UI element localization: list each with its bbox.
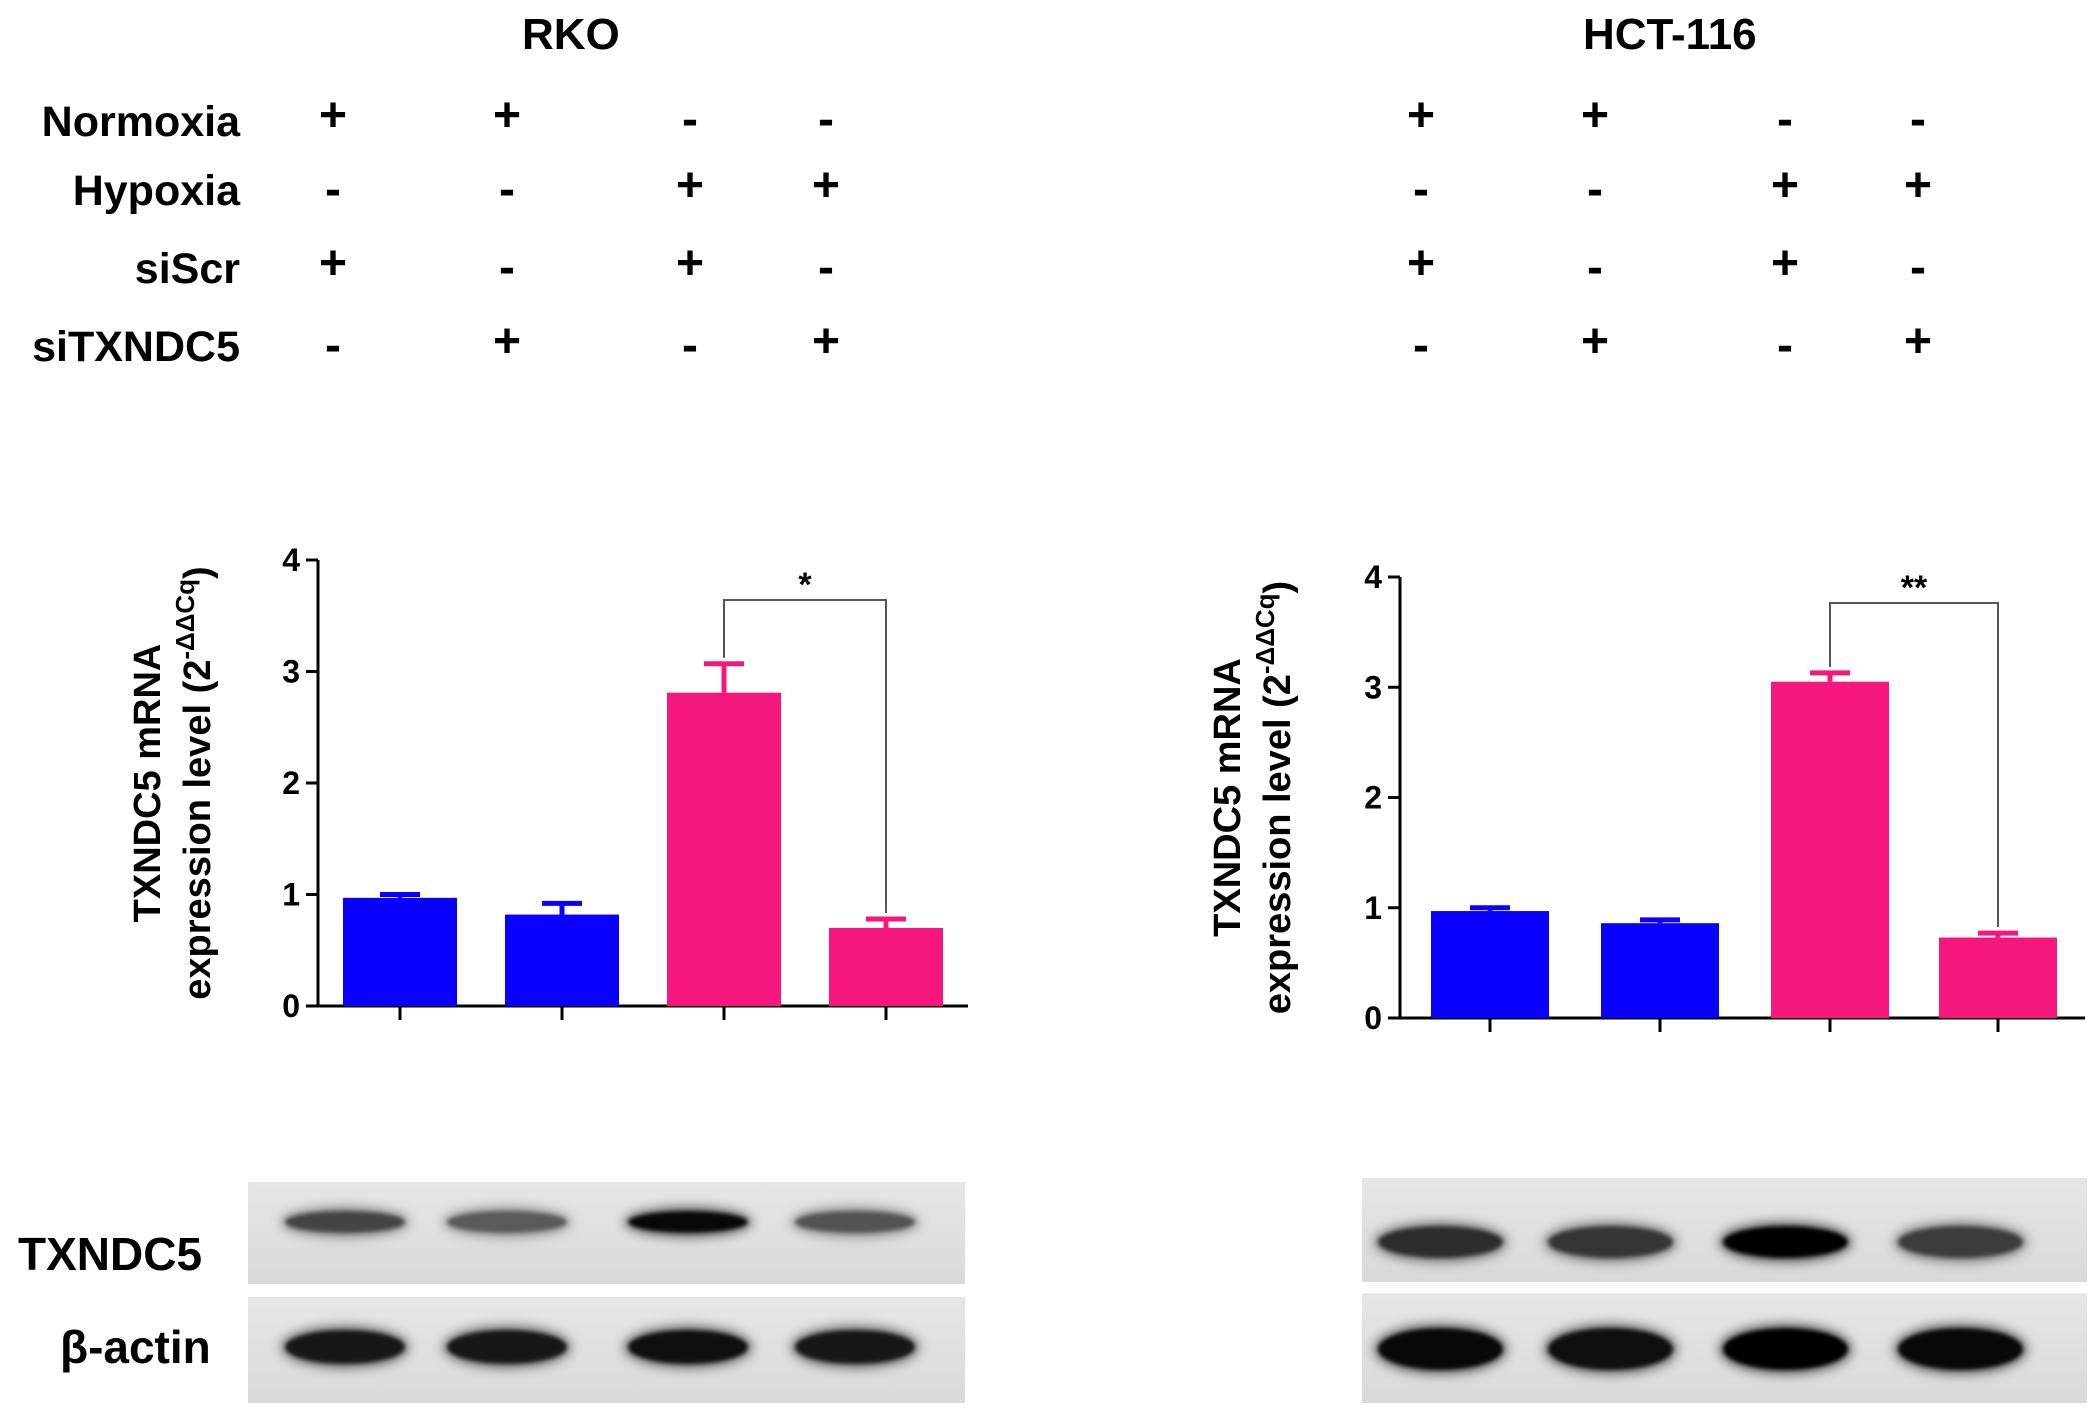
- condition-symbol-sitxndc5-hct116-1: -: [1413, 319, 1429, 372]
- condition-symbol-sitxndc5-hct116-4: +: [1903, 315, 1933, 368]
- y-label-line1: TXNDC5 mRNA: [127, 644, 169, 923]
- blot-band-lane-2: [1547, 1328, 1673, 1370]
- blot-label-beta-actin: β-actin: [60, 1321, 211, 1373]
- y-label-close: ): [177, 566, 219, 579]
- significance-label: **: [1901, 569, 1928, 607]
- bar-2: [505, 914, 619, 1006]
- condition-symbol-hypoxia-hct116-2: -: [1587, 163, 1603, 216]
- bar-1: [1431, 911, 1549, 1018]
- condition-symbol-normoxia-rko-2: +: [492, 89, 522, 142]
- blot-band-lane-2: [447, 1330, 567, 1364]
- y-label-close: ): [1257, 581, 1299, 594]
- blot-strip-rko-beta-actin: [248, 1297, 965, 1403]
- significance-bracket: [1829, 602, 1999, 928]
- condition-symbol-hypoxia-hct116-3: +: [1770, 159, 1800, 212]
- condition-symbol-siscr-rko-4: -: [818, 241, 834, 294]
- blot-label-txndc5: TXNDC5: [18, 1228, 203, 1280]
- blot-band-lane-1: [1377, 1328, 1503, 1370]
- y-label-superscript: -ΔΔCq: [1250, 593, 1280, 674]
- y-tick-label: 4: [1364, 559, 1382, 595]
- y-tick-label: 1: [282, 877, 300, 913]
- y-label-line2: expression level (2-ΔΔCq): [1250, 581, 1299, 1014]
- condition-symbol-siscr-hct116-3: +: [1770, 237, 1800, 290]
- blot-band-lane-4: [795, 1211, 915, 1233]
- condition-symbol-hypoxia-rko-2: -: [499, 163, 515, 216]
- condition-symbol-normoxia-rko-3: -: [682, 93, 698, 146]
- blot-strip-hct116-txndc5: [1362, 1178, 2087, 1282]
- condition-symbol-sitxndc5-hct116-3: -: [1777, 319, 1793, 372]
- condition-symbol-sitxndc5-hct116-2: +: [1580, 315, 1610, 368]
- bar-2: [1601, 923, 1719, 1018]
- panel-title-rko: RKO: [522, 10, 620, 59]
- condition-symbol-sitxndc5-rko-2: +: [492, 315, 522, 368]
- chart-hct116: 0 1 2 3 4 ** TXNDC5 mRNA expression level (2-ΔΔ…: [1207, 559, 2085, 1036]
- condition-symbol-sitxndc5-rko-3: -: [682, 319, 698, 372]
- condition-symbol-sitxndc5-rko-4: +: [811, 315, 841, 368]
- y-label-superscript: -ΔΔCq: [170, 579, 200, 660]
- blot-band-lane-1: [285, 1330, 405, 1364]
- condition-symbol-normoxia-rko-1: +: [318, 89, 348, 142]
- condition-label-siscr: siScr: [134, 245, 240, 293]
- blot-band-lane-3: [628, 1211, 748, 1233]
- blot-band-lane-2: [447, 1211, 567, 1233]
- condition-symbol-sitxndc5-rko-1: -: [325, 319, 341, 372]
- condition-symbol-siscr-rko-3: +: [675, 237, 705, 290]
- y-label-line1: TXNDC5 mRNA: [1207, 658, 1249, 937]
- condition-symbol-siscr-hct116-4: -: [1910, 241, 1926, 294]
- condition-symbol-normoxia-rko-4: -: [818, 93, 834, 146]
- significance-bracket: [723, 599, 887, 914]
- condition-symbol-siscr-rko-1: +: [318, 237, 348, 290]
- condition-symbol-siscr-hct116-2: -: [1587, 241, 1603, 294]
- condition-symbol-normoxia-hct116-1: +: [1406, 89, 1436, 142]
- blot-band-lane-2: [1547, 1226, 1673, 1258]
- y-label-main: expression level (2: [1257, 674, 1299, 1014]
- condition-symbol-siscr-hct116-1: +: [1406, 237, 1436, 290]
- condition-symbol-normoxia-hct116-4: -: [1910, 93, 1926, 146]
- blot-band-lane-3: [1722, 1226, 1848, 1258]
- condition-symbol-normoxia-hct116-3: -: [1777, 93, 1793, 146]
- chart-rko: 0 1 2 3 4 * TXNDC5 mRNA expression level (2-ΔΔC…: [127, 542, 968, 1024]
- panel-title-hct116: HCT-116: [1583, 10, 1757, 59]
- condition-label-hypoxia: Hypoxia: [72, 167, 240, 215]
- y-axis-title: TXNDC5 mRNA expression level (2-ΔΔCq): [1207, 581, 1299, 1014]
- bar-4: [1939, 937, 2057, 1018]
- y-tick-label: 1: [1364, 890, 1382, 926]
- blot-band-lane-4: [795, 1330, 915, 1364]
- condition-symbol-hypoxia-rko-4: +: [811, 159, 841, 212]
- condition-symbol-hypoxia-hct116-1: -: [1413, 163, 1429, 216]
- bar-3: [1771, 681, 1889, 1018]
- y-tick-label: 4: [282, 542, 300, 578]
- y-tick-label: 3: [1364, 669, 1382, 705]
- blot-band-lane-1: [1377, 1226, 1503, 1258]
- y-axis-title: TXNDC5 mRNA expression level (2-ΔΔCq): [127, 566, 219, 999]
- blot-band-lane-4: [1897, 1226, 2023, 1258]
- blot-strip-hct116-beta-actin: [1362, 1293, 2087, 1403]
- condition-symbol-normoxia-hct116-2: +: [1580, 89, 1610, 142]
- condition-symbol-hypoxia-hct116-4: +: [1903, 159, 1933, 212]
- bar-1: [343, 897, 457, 1006]
- y-tick-label: 2: [1364, 780, 1382, 816]
- condition-label-sitxndc5: siTXNDC5: [32, 323, 240, 371]
- y-tick-label: 2: [282, 765, 300, 801]
- blot-strip-rko-txndc5: [248, 1182, 965, 1284]
- y-tick-label: 0: [1364, 1000, 1382, 1036]
- blot-band-lane-1: [285, 1211, 405, 1233]
- y-tick-label: 0: [282, 988, 300, 1024]
- condition-symbol-hypoxia-rko-3: +: [675, 159, 705, 212]
- blot-band-lane-3: [628, 1330, 748, 1364]
- condition-symbol-hypoxia-rko-1: -: [325, 163, 341, 216]
- y-label-line2: expression level (2-ΔΔCq): [170, 566, 219, 999]
- significance-label: *: [798, 566, 812, 604]
- y-tick-label: 3: [282, 654, 300, 690]
- bar-3: [667, 692, 781, 1006]
- blot-band-lane-3: [1722, 1328, 1848, 1370]
- condition-symbol-siscr-rko-2: -: [499, 241, 515, 294]
- y-label-main: expression level (2: [177, 660, 219, 1000]
- blot-band-lane-4: [1897, 1328, 2023, 1370]
- bar-4: [829, 927, 943, 1006]
- condition-label-normoxia: Normoxia: [41, 98, 240, 146]
